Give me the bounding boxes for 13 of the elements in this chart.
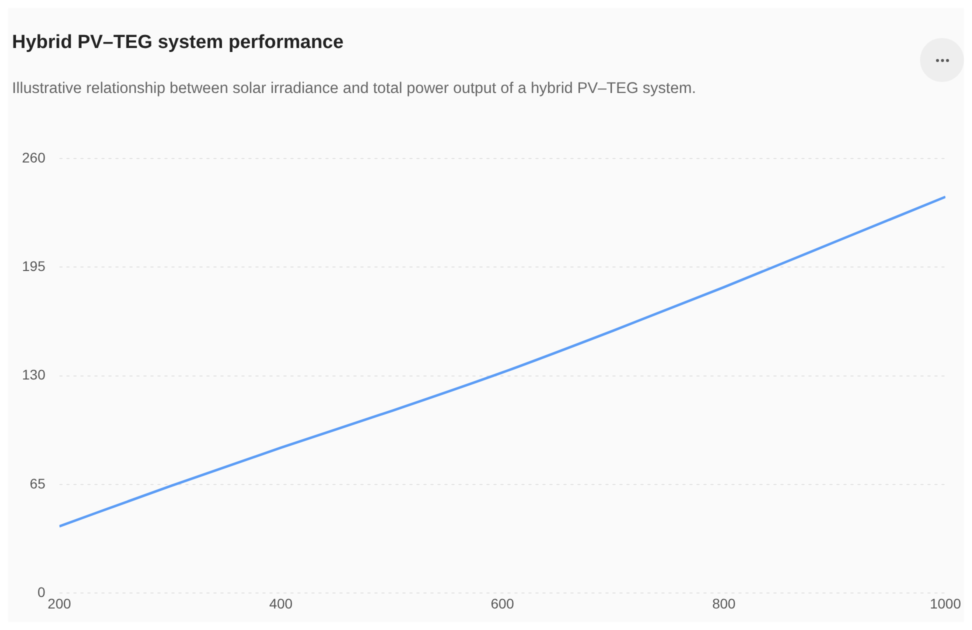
y-tick-label: 260 (22, 149, 46, 166)
chart-title: Hybrid PV–TEG system performance (12, 32, 344, 54)
y-tick-label: 65 (30, 475, 46, 492)
line-series (59, 196, 946, 528)
x-tick-label: 400 (269, 595, 293, 612)
x-tick-label: 600 (490, 595, 514, 612)
y-tick-label: 130 (22, 366, 46, 383)
y-tick-label: 195 (22, 258, 46, 274)
x-tick-label: 800 (712, 595, 736, 612)
x-tick-label: 200 (48, 595, 72, 612)
x-tick-label: 1000 (930, 595, 962, 612)
chart-subtitle: Illustrative relationship between solar irradiance and total power output of a hybrid PV–TEG system. (12, 80, 696, 98)
y-tick-label: 0 (38, 584, 46, 600)
